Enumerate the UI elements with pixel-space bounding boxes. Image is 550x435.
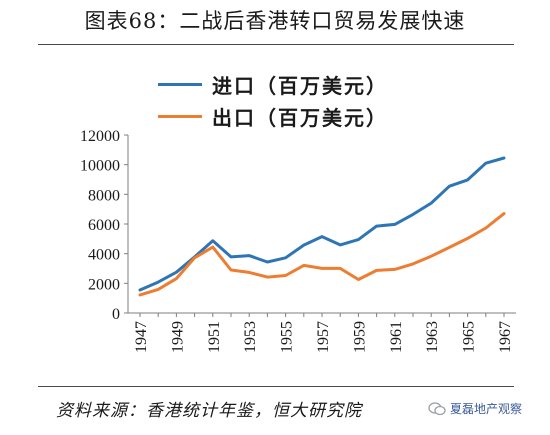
source-divider — [38, 386, 514, 387]
legend-item-export: 出口（百万美元） — [158, 100, 388, 132]
x-tick-label: 1949 — [169, 321, 186, 353]
y-tick-label: 12000 — [80, 128, 120, 145]
y-tick-label: 4000 — [88, 247, 120, 264]
x-tick-label: 1959 — [351, 321, 368, 353]
y-tick-label: 8000 — [88, 187, 120, 204]
x-tick-label: 1963 — [424, 321, 441, 353]
x-tick-label: 1961 — [388, 321, 405, 353]
series-line-import — [138, 156, 506, 292]
legend-swatch-export — [158, 114, 202, 118]
chart-title: 图表68：二战后香港转口贸易发展快速 — [84, 9, 466, 33]
x-tick-label: 1967 — [497, 321, 514, 353]
wechat-icon — [428, 401, 446, 415]
x-tick-label: 1947 — [133, 321, 150, 353]
y-tick-label: 2000 — [88, 276, 120, 293]
y-tick-label: 6000 — [88, 217, 120, 234]
x-tick-label: 1957 — [315, 321, 332, 353]
watermark: 夏磊地产观察 — [428, 400, 522, 417]
series-line-export — [138, 212, 506, 297]
legend-label-export: 出口（百万美元） — [212, 105, 388, 130]
legend-swatch-import — [158, 82, 202, 86]
chart-legend: 进口（百万美元） 出口（百万美元） — [158, 68, 388, 132]
title-divider — [38, 44, 514, 45]
y-tick-label: 10000 — [80, 158, 120, 175]
x-tick-label: 1955 — [279, 321, 296, 353]
y-tick-label: 0 — [112, 306, 120, 323]
x-tick-label: 1965 — [461, 321, 478, 353]
source-note: 资料来源：香港统计年鉴，恒大研究院 — [56, 401, 362, 421]
legend-label-import: 进口（百万美元） — [212, 73, 388, 98]
legend-item-import: 进口（百万美元） — [158, 68, 388, 100]
x-tick-label: 1953 — [242, 321, 259, 353]
x-tick-label: 1951 — [206, 321, 223, 353]
watermark-text: 夏磊地产观察 — [450, 402, 523, 416]
